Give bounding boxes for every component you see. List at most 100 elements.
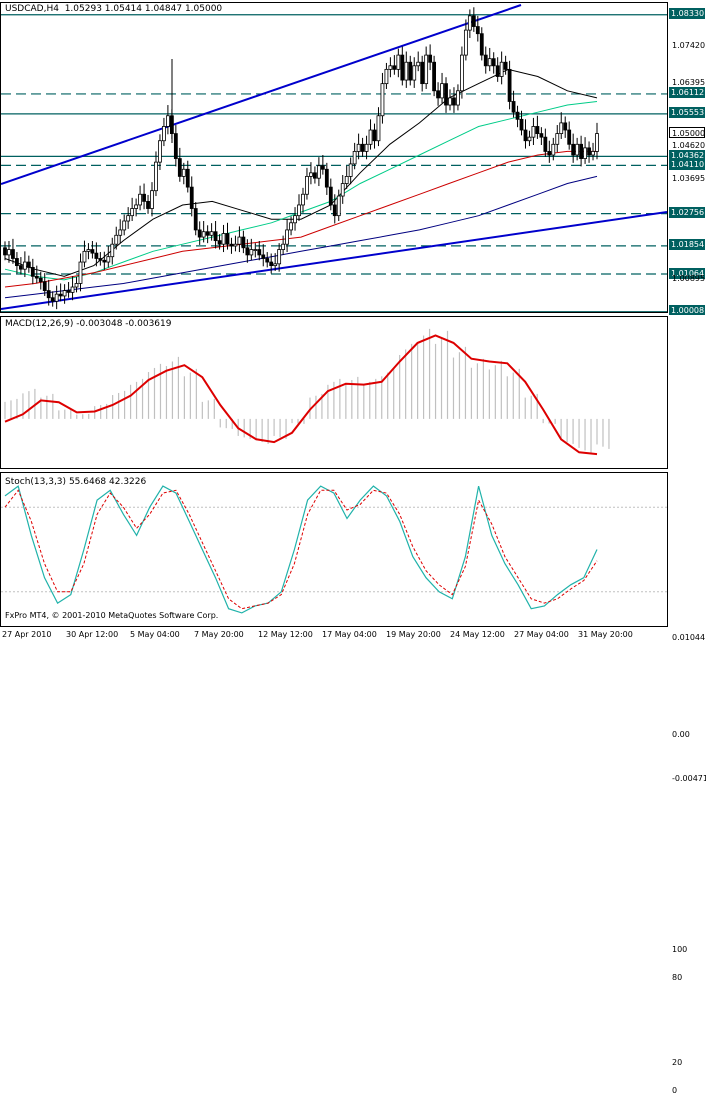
moving-average-line [4, 150, 597, 288]
candle-body [146, 200, 150, 209]
candle-body [416, 61, 421, 67]
candle-body [595, 133, 599, 152]
candle-body [396, 54, 401, 70]
candle-body [181, 168, 186, 177]
candle-body [102, 259, 107, 263]
macd-pane[interactable]: MACD(12,26,9) -0.003048 -0.003619 0.0104… [0, 315, 706, 783]
candle-body [245, 247, 250, 256]
stoch-pane[interactable]: Stoch(13,3,3) 55.6468 42.3226 FxPro MT4,… [0, 471, 706, 1095]
candle-body [571, 143, 576, 156]
candle-body [138, 193, 142, 206]
candle-body [162, 126, 166, 142]
macd-header: MACD(12,26,9) -0.003048 -0.003619 [5, 319, 171, 329]
candle-body [269, 261, 274, 267]
stoch-values: 55.6468 42.3226 [68, 477, 147, 487]
candle-body [249, 249, 254, 256]
time-tick-label: 24 May 12:00 [450, 630, 505, 639]
candle-body [523, 129, 528, 142]
time-tick-label: 5 May 04:00 [130, 630, 180, 639]
candle-body [352, 151, 357, 165]
candle-body [297, 204, 301, 217]
macd-tick-label: -0.00471 [672, 773, 706, 783]
candle-body [499, 61, 504, 77]
candle-body [122, 220, 127, 231]
candle-body [213, 231, 218, 242]
price-level-label: 1.05553 [669, 107, 705, 119]
price-tick-label: 1.06395 [672, 77, 706, 87]
price-level-label: 1.00008 [669, 305, 705, 317]
candle-body [209, 231, 214, 236]
macd-plot-area[interactable] [0, 316, 668, 469]
candle-body [336, 195, 341, 217]
candle-body [440, 83, 444, 99]
chart-header: USDCAD,H4 1.05293 1.05414 1.04847 1.0500… [5, 4, 222, 14]
candle-body [515, 111, 520, 120]
candle-body [543, 136, 548, 152]
candle-body [185, 168, 190, 188]
candle-body [404, 61, 409, 81]
time-tick-label: 27 Apr 2010 [2, 630, 52, 639]
candle-body [507, 68, 512, 102]
candle-body [356, 143, 361, 152]
candle-body [142, 193, 146, 202]
candle-body [237, 236, 242, 245]
candle-body [575, 143, 580, 156]
candle-body [261, 254, 266, 259]
candle-body [420, 61, 425, 85]
candle-body [428, 54, 433, 63]
candle-body [225, 233, 230, 245]
candle-body [467, 15, 472, 31]
candle-body [384, 68, 389, 85]
candle-body [376, 115, 381, 142]
candle-body [475, 26, 480, 35]
candle-body [221, 233, 226, 245]
candle-body [15, 258, 19, 267]
candle-body [281, 243, 286, 250]
price-tick-label: 1.00895 [672, 274, 706, 284]
candle-body [364, 143, 369, 152]
candle-body [495, 65, 500, 77]
candle-body [432, 61, 437, 92]
macd-values: -0.003048 -0.003619 [76, 319, 172, 329]
candle-body [463, 29, 468, 56]
stoch-tick-label: 100 [672, 945, 688, 954]
time-tick-label: 27 May 04:00 [514, 630, 569, 639]
candle-body [531, 126, 536, 138]
candle-body [189, 186, 194, 209]
candle-body [527, 136, 532, 142]
macd-tick-label: 0.01044 [672, 633, 706, 643]
candle-body [328, 186, 333, 206]
candle-body [535, 126, 540, 134]
candle-body [388, 65, 393, 70]
candle-body [503, 61, 508, 70]
candle-body [456, 90, 460, 106]
macd-chart-svg [4, 328, 610, 456]
macd-tick-label: 0.00 [672, 729, 690, 739]
candle-body [11, 249, 15, 259]
candle-body [587, 147, 591, 156]
price-plot-area[interactable] [0, 2, 668, 313]
candle-body [332, 204, 337, 217]
stoch-label: Stoch(13,3,3) [5, 477, 67, 487]
price-level-label: 1.01854 [669, 239, 705, 251]
stoch-plot-area[interactable] [0, 472, 668, 627]
candle-body [70, 286, 75, 293]
candle-body [154, 161, 158, 192]
symbol-timeframe: USDCAD,H4 [5, 4, 59, 14]
time-tick-label: 17 May 04:00 [322, 630, 377, 639]
candle-body [289, 222, 293, 231]
candle-body [313, 172, 317, 179]
candle-body [460, 54, 464, 92]
candle-body [567, 129, 572, 145]
candle-body [285, 229, 289, 245]
candle-body [82, 250, 87, 263]
candle-body [559, 122, 564, 134]
candle-body [519, 118, 524, 131]
candle-body [201, 231, 206, 238]
candle-body [50, 297, 55, 302]
time-tick-label: 12 May 12:00 [258, 630, 313, 639]
candle-body [305, 176, 309, 195]
price-pane[interactable]: USDCAD,H4 1.05293 1.05414 1.04847 1.0500… [0, 0, 706, 317]
price-tick-label: 1.03695 [672, 174, 706, 184]
candle-body [487, 58, 492, 67]
